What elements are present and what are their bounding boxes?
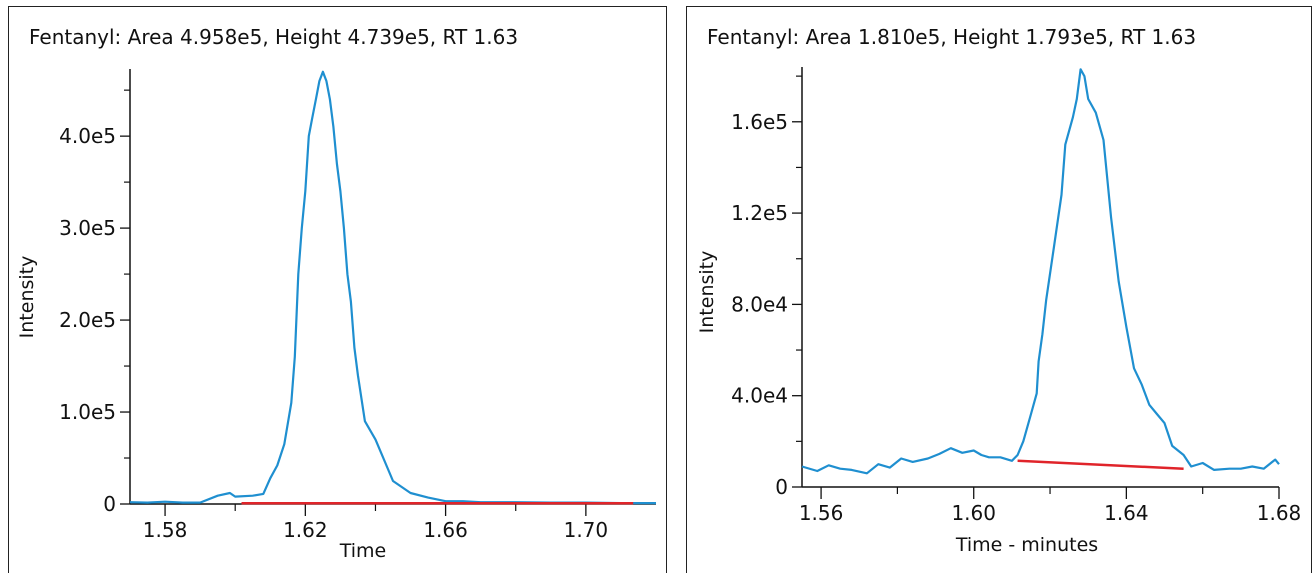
- x-tick-label: 1.66: [423, 518, 468, 542]
- y-tick-label: 3.0e5: [59, 216, 116, 240]
- y-tick-label: 4.0e4: [731, 384, 788, 408]
- chromatogram-chart: 0 4.0e4 8.0e4 1.2e5 1.6e5 1.56 1.60 1.64 1.68 Int…: [696, 67, 1302, 556]
- x-tick-label: 1.70: [564, 518, 609, 542]
- x-tick-label: 1.64: [1104, 501, 1149, 525]
- y-tick-label: 1.2e5: [731, 201, 788, 225]
- x-tick-label: 1.60: [951, 501, 996, 525]
- chart-panel-left: Fentanyl: Area 4.958e5, Height 4.739e5, …: [8, 6, 667, 573]
- x-tick-label: 1.62: [283, 518, 328, 542]
- chart-panel-right: Fentanyl: Area 1.810e5, Height 1.793e5, …: [686, 6, 1312, 573]
- x-tick-label: 1.58: [143, 518, 188, 542]
- y-tick-label: 8.0e4: [731, 292, 788, 316]
- baseline-line: [1017, 459, 1184, 470]
- chromatogram-trace: [801, 68, 1280, 475]
- x-axis-label: Time: [339, 540, 387, 562]
- x-axis-label: Time - minutes: [955, 534, 1098, 556]
- chromatogram-trace: [129, 70, 656, 505]
- y-tick-label: 2.0e5: [59, 308, 116, 332]
- chromatogram-chart: 0 1.0e5 2.0e5 3.0e5 4.0e5 1.58 1.62 1.66 1.70 Int…: [16, 69, 656, 562]
- chart-title: Fentanyl: Area 1.810e5, Height 1.793e5, …: [707, 25, 1197, 49]
- y-tick-label: 0: [775, 475, 788, 499]
- y-tick-label: 4.0e5: [59, 124, 116, 148]
- x-tick-label: 1.68: [1257, 501, 1302, 525]
- y-axis-label: Intensity: [16, 256, 38, 339]
- y-tick-label: 1.6e5: [731, 110, 788, 134]
- y-tick-label: 0: [103, 492, 116, 516]
- y-axis-label: Intensity: [696, 251, 718, 334]
- y-tick-label: 1.0e5: [59, 400, 116, 424]
- x-tick-label: 1.56: [799, 501, 844, 525]
- chart-title: Fentanyl: Area 4.958e5, Height 4.739e5, …: [29, 25, 519, 49]
